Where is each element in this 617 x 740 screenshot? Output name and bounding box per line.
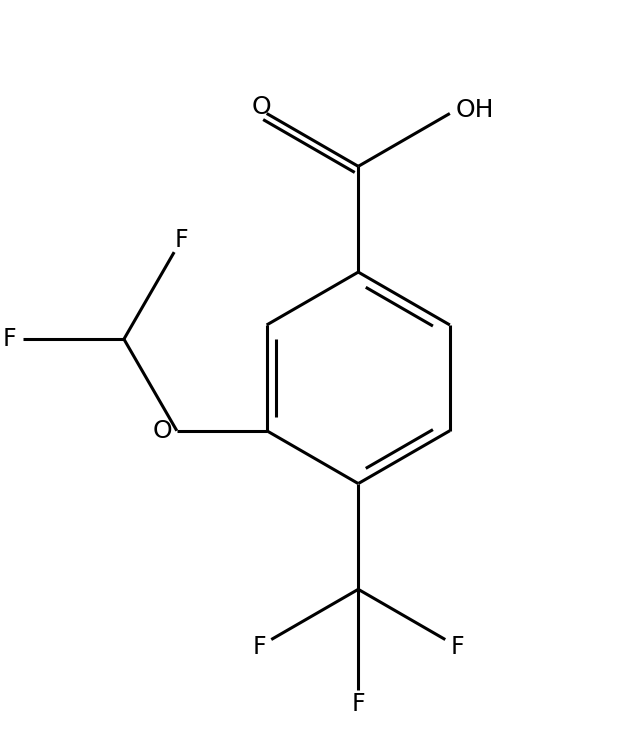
Text: F: F xyxy=(175,228,188,252)
Text: F: F xyxy=(352,692,365,716)
Text: O: O xyxy=(153,419,173,443)
Text: O: O xyxy=(251,95,271,119)
Text: F: F xyxy=(252,635,266,659)
Text: F: F xyxy=(450,635,464,659)
Text: F: F xyxy=(2,327,16,351)
Text: OH: OH xyxy=(456,98,495,122)
